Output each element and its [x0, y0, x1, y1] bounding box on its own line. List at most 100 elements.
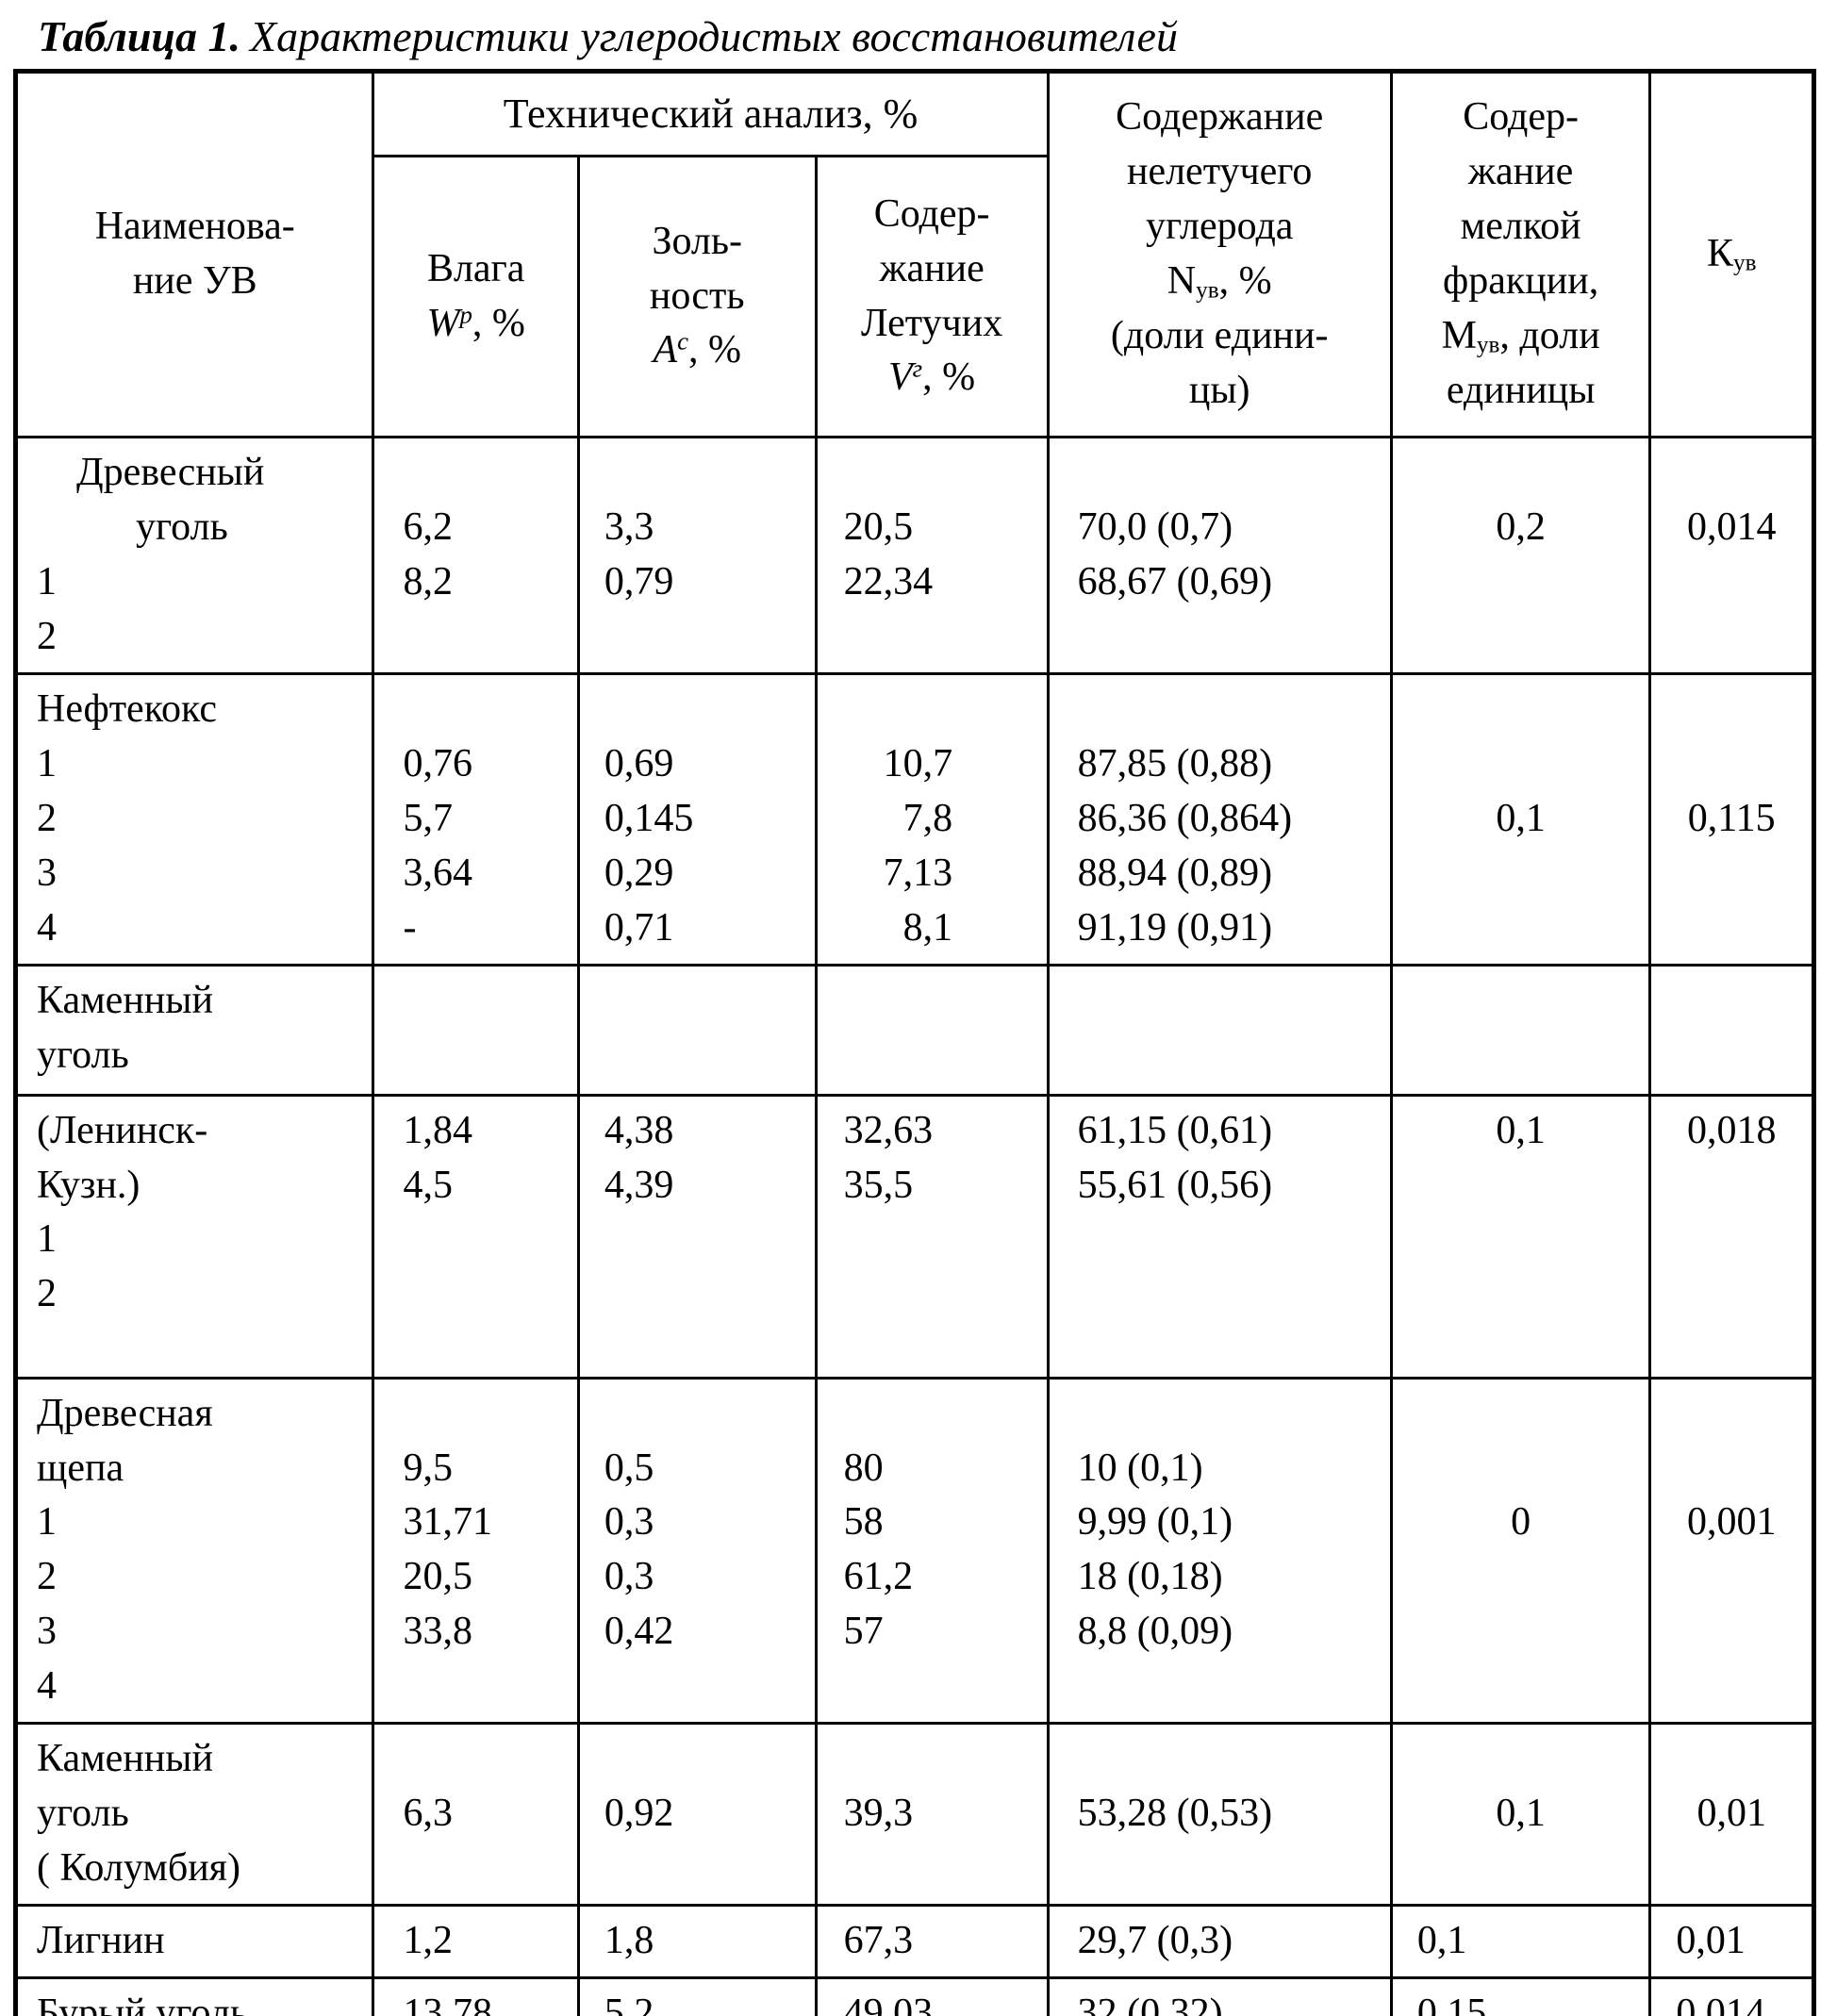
header-fixed-carbon-symbol: Nув, % [1055, 255, 1384, 309]
cell-r2-fixed-carbon: 87,85 (0,88) 86,36 (0,864) 88,94 (0,89) … [1046, 671, 1393, 967]
superscript-g: г [912, 355, 923, 384]
symbol-K: К [1706, 232, 1733, 276]
cell-r8-k: 0,014 [1648, 1976, 1815, 2016]
header-tech-analysis-text: Технический анализ, % [503, 90, 918, 137]
cell-r7-name: Лигнин [13, 1904, 375, 1980]
cell-r4-name: (Ленинск- Кузн.) 1 2 [13, 1093, 375, 1380]
table-row-leninsk-kuzn: (Ленинск- Кузн.) 1 2 1,84 4,5 4,38 4,39 … [13, 1093, 1815, 1380]
header-k-symbol: Кув [1657, 227, 1806, 282]
table-row-charcoal: Древесный уголь 1 2 6,2 8,2 3,3 0,79 20,… [13, 436, 1815, 675]
cell-r8-ash: 5,2 [576, 1976, 818, 2016]
cell-r3-moisture [372, 963, 580, 1097]
cell-r7-k: 0,01 [1648, 1904, 1815, 1980]
header-name-col: Наименова- ние УВ [13, 70, 375, 438]
table-row-wood-chips: Древесная щепа 1 2 3 4 9,5 31,71 20,5 33… [13, 1376, 1815, 1726]
cell-r4-fines: 0,1 [1389, 1093, 1652, 1380]
cell-r5-fines: 0 [1389, 1376, 1652, 1726]
subscript-uv: ув [1476, 332, 1500, 358]
cell-r2-ash: 0,69 0,145 0,29 0,71 [576, 671, 818, 967]
cell-r5-moisture: 9,5 31,71 20,5 33,8 [372, 1376, 580, 1726]
cell-r7-ash: 1,8 [576, 1904, 818, 1980]
unit-percent: , % [1218, 259, 1272, 303]
cell-r2-fines: 0,1 [1389, 671, 1652, 967]
header-ash: Золь- ность Ac, % [576, 155, 818, 438]
cell-r1-fixed-carbon: 70,0 (0,7) 68,67 (0,69) [1046, 436, 1393, 675]
header-volatiles-symbol: Vг, % [823, 351, 1041, 405]
cell-r1-moisture: 6,2 8,2 [372, 436, 580, 675]
symbol-M: М [1441, 313, 1477, 357]
cell-r8-fixed-carbon: 32 (0,32) [1046, 1976, 1393, 2016]
header-name-col-text: Наименова- ние УВ [94, 205, 295, 303]
header-fines-text1: Содер- жание мелкой фракции, [1443, 95, 1599, 303]
cell-r6-ash: 0,92 [576, 1722, 818, 1908]
header-volatiles-text: Содер- жание Летучих [860, 191, 1003, 345]
table-row-lignin: Лигнин 1,2 1,8 67,3 29,7 (0,3) 0,1 0,01 [13, 1904, 1815, 1980]
cell-r5-k: 0,001 [1648, 1376, 1815, 1726]
superscript-c: c [677, 327, 689, 356]
cell-r6-name: Каменный уголь ( Колумбия) [13, 1722, 375, 1908]
cell-r4-volatiles: 32,63 35,5 [814, 1093, 1050, 1380]
cell-r3-ash [576, 963, 818, 1097]
header-k-coefficient: Кув [1648, 70, 1815, 438]
header-fines-symbol: Мув, доли [1398, 309, 1644, 364]
cell-r6-volatiles: 39,3 [814, 1722, 1050, 1908]
symbol-N: N [1167, 259, 1197, 303]
header-fixed-carbon: Содержание нелетучего углерода Nув, % (д… [1046, 70, 1393, 438]
cell-r1-k: 0,014 [1648, 436, 1815, 675]
table-row-petcoke: Нефтекокс 1 2 3 4 0,76 5,7 3,64 - 0,69 0… [13, 671, 1815, 967]
cell-r6-k: 0,01 [1648, 1722, 1815, 1908]
cell-r1-ash: 3,3 0,79 [576, 436, 818, 675]
cell-r4-fixed-carbon: 61,15 (0,61) 55,61 (0,56) [1046, 1093, 1393, 1380]
cell-r2-k: 0,115 [1648, 671, 1815, 967]
unit-percent: , % [922, 355, 976, 400]
cell-r1-fines: 0,2 [1389, 436, 1652, 675]
cell-r7-moisture: 1,2 [372, 1904, 580, 1980]
unit-fraction: , доли [1499, 313, 1600, 357]
cell-r5-ash: 0,5 0,3 0,3 0,42 [576, 1376, 818, 1726]
unit-percent: , % [688, 328, 742, 372]
header-fines-text2: единицы [1446, 368, 1596, 412]
table-title: Таблица 1. Характеристики углеродистых во… [38, 11, 1826, 61]
cell-r1-volatiles: 20,5 22,34 [814, 436, 1050, 675]
cell-r8-name: Бурый уголь [13, 1976, 375, 2016]
table-title-text: Характеристики углеродистых восстановите… [250, 12, 1178, 60]
header-fixed-carbon-text2: (доли едини- цы) [1110, 313, 1329, 412]
cell-r8-volatiles: 49,03 [814, 1976, 1050, 2016]
superscript-p: p [459, 300, 472, 329]
cell-r4-moisture: 1,84 4,5 [372, 1093, 580, 1380]
cell-r7-fines: 0,1 [1389, 1904, 1652, 1980]
header-ash-text: Золь- ность [649, 219, 745, 318]
cell-r2-name: Нефтекокс 1 2 3 4 [13, 671, 375, 967]
cell-r8-moisture: 13,78 [372, 1976, 580, 2016]
symbol-W: W [426, 301, 460, 345]
characteristics-table: Наименова- ние УВ Технический анализ, % … [13, 69, 1816, 2016]
header-row-top: Наименова- ние УВ Технический анализ, % … [13, 70, 1815, 438]
unit-percent: , % [472, 301, 525, 345]
table-row-colombia-coal: Каменный уголь ( Колумбия) 6,3 0,92 39,3… [13, 1722, 1815, 1908]
header-ash-symbol: Ac, % [586, 323, 809, 378]
table-row-brown-coal: Бурый уголь 13,78 5,2 49,03 32 (0,32) 0,… [13, 1976, 1815, 2016]
table-title-label: Таблица 1. [38, 12, 241, 60]
cell-r4-k: 0,018 [1648, 1093, 1815, 1380]
header-moisture: Влага Wp, % [372, 155, 580, 438]
cell-r3-fines [1389, 963, 1652, 1097]
header-fixed-carbon-text1: Содержание нелетучего углерода [1116, 95, 1324, 249]
cell-r8-fines: 0,15 [1389, 1976, 1652, 2016]
symbol-V: V [888, 355, 913, 400]
cell-r1-name: Древесный уголь 1 2 [13, 436, 375, 675]
cell-r6-fines: 0,1 [1389, 1722, 1652, 1908]
cell-r3-name: Каменный уголь [13, 963, 375, 1097]
cell-r3-k [1648, 963, 1815, 1097]
cell-r3-fixed-carbon [1046, 963, 1393, 1097]
cell-r4-ash: 4,38 4,39 [576, 1093, 818, 1380]
table-row-hard-coal-label: Каменный уголь [13, 963, 1815, 1097]
cell-r2-moisture: 0,76 5,7 3,64 - [372, 671, 580, 967]
cell-r5-volatiles: 80 58 61,2 57 [814, 1376, 1050, 1726]
header-tech-analysis: Технический анализ, % [372, 70, 1050, 157]
header-moisture-symbol: Wp, % [380, 297, 571, 352]
cell-r2-volatiles: 10,7 7,8 7,13 8,1 [814, 671, 1050, 967]
cell-r5-fixed-carbon: 10 (0,1) 9,99 (0,1) 18 (0,18) 8,8 (0,09) [1046, 1376, 1393, 1726]
header-fines: Содер- жание мелкой фракции, Мув, доли е… [1389, 70, 1652, 438]
cell-r7-fixed-carbon: 29,7 (0,3) [1046, 1904, 1393, 1980]
